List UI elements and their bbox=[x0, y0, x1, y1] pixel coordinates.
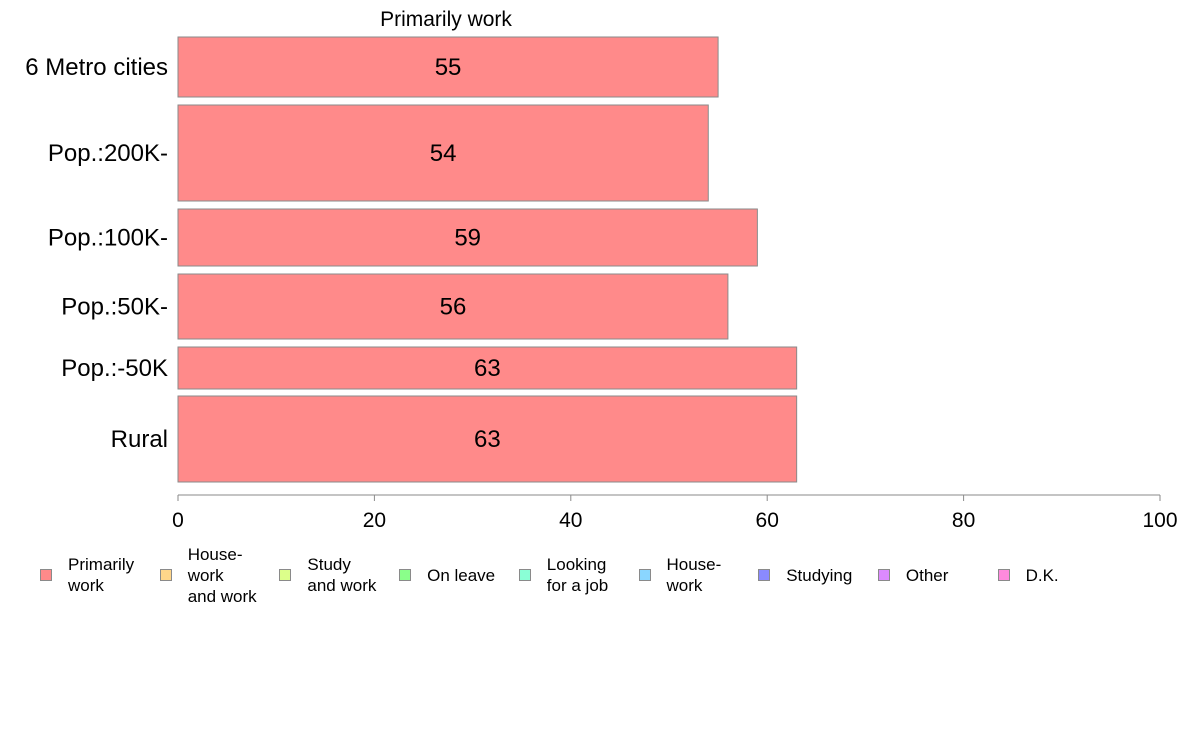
legend-label: Primarily work bbox=[68, 555, 135, 595]
legend-item: Studying bbox=[758, 540, 852, 610]
legend-swatch bbox=[399, 569, 412, 581]
x-axis: 0 20 40 60 80 100 bbox=[172, 494, 1178, 530]
bar bbox=[177, 104, 709, 202]
legend-swatch bbox=[518, 569, 531, 581]
bar bbox=[177, 208, 758, 267]
chart-title: Primarily work bbox=[380, 8, 512, 31]
legend-item: Other bbox=[877, 540, 949, 610]
legend-swatch bbox=[279, 569, 292, 581]
bar-value-label: 55 bbox=[435, 54, 462, 81]
bar bbox=[177, 273, 729, 340]
bar-value-label: 63 bbox=[474, 426, 501, 453]
bar-chart: Primarily work 55 6 Metro cities 54 Pop.:20… bbox=[25, 8, 1178, 530]
legend-label: Looking for a job bbox=[546, 555, 609, 595]
legend-label: On leave bbox=[427, 565, 496, 585]
legend: Primarily work House- work and work Study … bbox=[30, 540, 1170, 610]
legend-swatch bbox=[638, 569, 651, 581]
legend-label: House- work and work bbox=[187, 544, 257, 606]
legend-item: On leave bbox=[399, 540, 495, 610]
x-tick-label: 60 bbox=[756, 509, 779, 530]
x-tick-label: 80 bbox=[952, 509, 975, 530]
legend-swatch bbox=[758, 569, 771, 581]
category-label: Pop.:100K- bbox=[48, 225, 168, 252]
x-tick-label: 20 bbox=[363, 509, 386, 530]
legend-item: House- work bbox=[638, 540, 722, 610]
bar-value-label: 59 bbox=[454, 225, 481, 252]
legend-swatch bbox=[997, 569, 1010, 581]
bar-value-label: 63 bbox=[474, 355, 501, 382]
bar-value-label: 56 bbox=[440, 294, 467, 321]
legend-swatch bbox=[40, 569, 52, 581]
legend-item: Study and work bbox=[279, 540, 376, 610]
bar bbox=[177, 395, 798, 483]
category-label: Pop.:50K- bbox=[61, 294, 168, 321]
category-label: Pop.:200K- bbox=[48, 140, 168, 167]
legend-label: Studying bbox=[786, 565, 853, 585]
legend-item: Primarily work bbox=[40, 540, 134, 610]
legend-label: D.K. bbox=[1025, 565, 1059, 585]
x-tick-label: 100 bbox=[1142, 509, 1177, 530]
bars-layer: 55 6 Metro cities 54 Pop.:200K- 59 Pop.:100K-… bbox=[25, 36, 798, 483]
x-tick-label: 0 bbox=[172, 509, 184, 530]
category-label: Rural bbox=[111, 426, 168, 453]
legend-item: Looking for a job bbox=[518, 540, 609, 610]
legend-label: Other bbox=[905, 565, 949, 585]
legend-swatch bbox=[877, 569, 890, 581]
bar bbox=[177, 346, 798, 390]
legend-label: House- work bbox=[666, 555, 722, 595]
legend-label: Study and work bbox=[307, 555, 377, 595]
bar-value-label: 54 bbox=[430, 140, 457, 167]
x-tick-label: 40 bbox=[559, 509, 582, 530]
bar bbox=[177, 36, 719, 98]
legend-swatch bbox=[159, 569, 172, 581]
category-label: 6 Metro cities bbox=[25, 54, 168, 81]
category-label: Pop.:-50K bbox=[61, 355, 168, 382]
legend-item: D.K. bbox=[997, 540, 1059, 610]
legend-item: House- work and work bbox=[159, 540, 257, 610]
